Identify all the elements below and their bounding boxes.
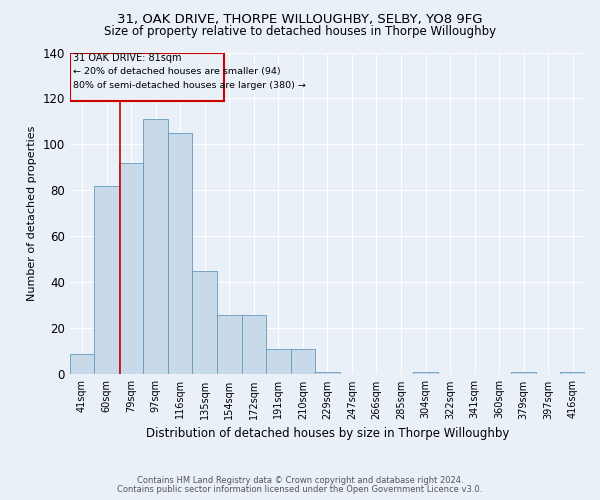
Text: ← 20% of detached houses are smaller (94): ← 20% of detached houses are smaller (94… xyxy=(73,68,281,76)
Bar xyxy=(560,372,585,374)
Text: Size of property relative to detached houses in Thorpe Willoughby: Size of property relative to detached ho… xyxy=(104,25,496,38)
Bar xyxy=(94,186,119,374)
Text: Contains HM Land Registry data © Crown copyright and database right 2024.: Contains HM Land Registry data © Crown c… xyxy=(137,476,463,485)
Bar xyxy=(70,354,94,374)
Text: 31 OAK DRIVE: 81sqm: 31 OAK DRIVE: 81sqm xyxy=(73,52,182,62)
Bar xyxy=(290,349,315,374)
Bar xyxy=(511,372,536,374)
Bar xyxy=(315,372,340,374)
Y-axis label: Number of detached properties: Number of detached properties xyxy=(27,126,37,301)
X-axis label: Distribution of detached houses by size in Thorpe Willoughby: Distribution of detached houses by size … xyxy=(146,427,509,440)
Bar xyxy=(413,372,438,374)
Bar xyxy=(168,133,193,374)
Text: 31, OAK DRIVE, THORPE WILLOUGHBY, SELBY, YO8 9FG: 31, OAK DRIVE, THORPE WILLOUGHBY, SELBY,… xyxy=(117,12,483,26)
Bar xyxy=(193,271,217,374)
Text: 80% of semi-detached houses are larger (380) →: 80% of semi-detached houses are larger (… xyxy=(73,81,307,90)
Bar xyxy=(143,119,168,374)
Bar xyxy=(217,314,242,374)
Bar xyxy=(266,349,290,374)
Text: Contains public sector information licensed under the Open Government Licence v3: Contains public sector information licen… xyxy=(118,484,482,494)
Bar xyxy=(119,163,143,374)
FancyBboxPatch shape xyxy=(70,52,224,101)
Bar xyxy=(242,314,266,374)
